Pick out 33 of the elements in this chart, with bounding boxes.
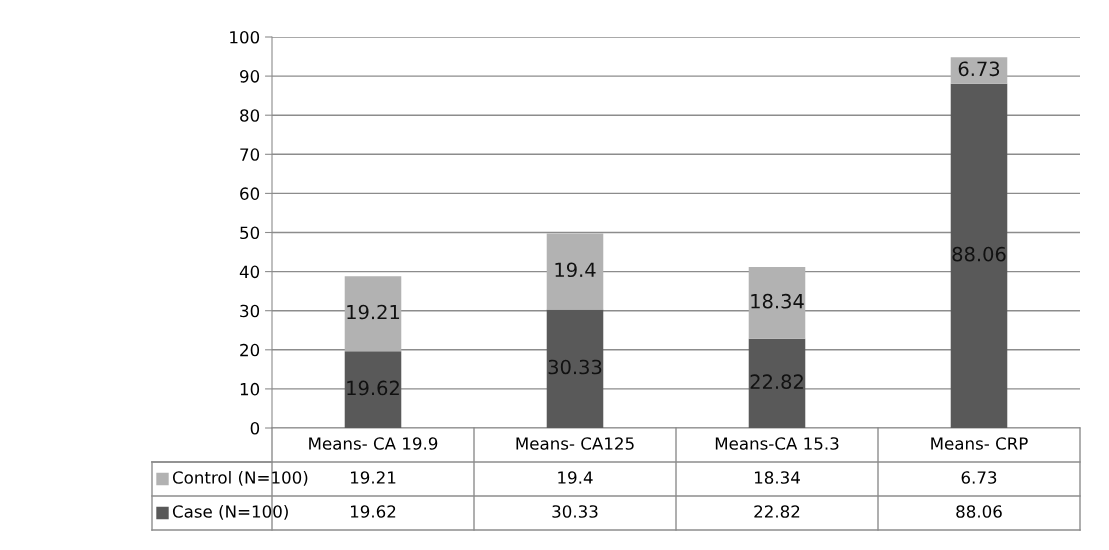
y-tick-label: 40	[239, 265, 260, 279]
text: 30.33	[552, 505, 598, 518]
data-label: 19.4	[555, 262, 596, 278]
text: 18.34	[754, 471, 800, 484]
data-label: 22.82	[750, 374, 803, 390]
y-tick-label: 10	[240, 382, 260, 396]
y-tick-label: 0	[250, 421, 260, 435]
text: 6.73	[961, 471, 997, 484]
data-label: 30.33	[548, 359, 602, 375]
data-label: 19.62	[347, 380, 399, 396]
data-label: 6.73	[958, 61, 1000, 77]
y-tick-label: 80	[240, 109, 260, 122]
x-tick-label: Means- CA 19.9	[309, 437, 438, 450]
data-label: 18.34	[751, 293, 804, 309]
x-tick-label: Means- CRP	[931, 437, 1028, 450]
legend-label: Case (N=100)	[172, 504, 288, 520]
text: 19.21	[350, 471, 396, 484]
y-tick-label: 100	[230, 30, 260, 44]
y-tick-label: 20	[240, 343, 260, 357]
text: 88.06	[956, 505, 1002, 518]
legend-label: Control (N=100)	[172, 470, 308, 486]
text: 19.4	[558, 471, 593, 484]
data-label: 88.06	[952, 246, 1006, 262]
y-tick-label: 50	[240, 226, 260, 240]
y-tick-label: 30	[240, 304, 260, 318]
y-tick-label: 60	[240, 187, 260, 200]
text: 22.82	[754, 505, 800, 518]
text: 19.62	[350, 505, 396, 518]
y-tick-label: 90	[240, 70, 260, 83]
x-tick-label: Means-CA 15.3	[715, 437, 839, 450]
x-tick-label: Means- CA125	[516, 437, 634, 450]
data-label: 19.21	[347, 304, 400, 320]
y-tick-label: 70	[240, 148, 260, 161]
